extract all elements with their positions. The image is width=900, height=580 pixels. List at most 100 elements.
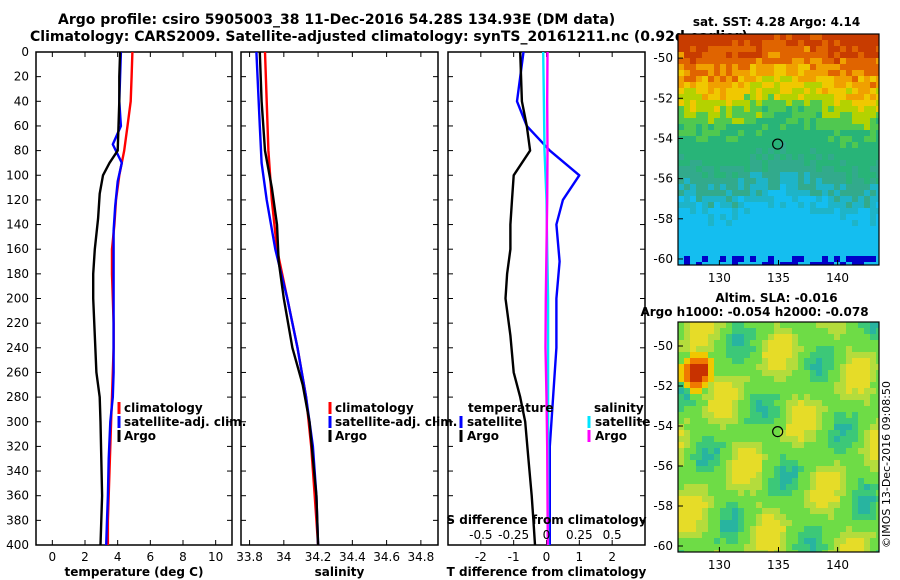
sla_map-cell bbox=[756, 502, 762, 508]
sla_map-cell bbox=[840, 376, 846, 382]
sla_map-cell bbox=[684, 532, 690, 538]
sla_map-cell bbox=[774, 520, 780, 526]
sla_map-cell bbox=[720, 388, 726, 394]
sla_map-cell bbox=[762, 424, 768, 430]
sst_map-cell bbox=[684, 202, 690, 208]
sst_map-cell bbox=[834, 226, 840, 232]
sla_map-cell bbox=[732, 508, 738, 514]
sla_map-cell bbox=[726, 508, 732, 514]
sla_map-cell bbox=[720, 460, 726, 466]
sst_map-cell bbox=[822, 220, 828, 226]
sla_map-cell bbox=[720, 322, 726, 328]
sla_map-cell bbox=[840, 388, 846, 394]
sla_map-cell bbox=[864, 346, 870, 352]
sst_map-cell bbox=[780, 262, 786, 265]
sla_map-cell bbox=[708, 388, 714, 394]
sla_map-cell bbox=[720, 520, 726, 526]
sla_map-cell bbox=[828, 340, 834, 346]
sst_map-cell bbox=[768, 244, 774, 250]
sst_map-cell bbox=[726, 124, 732, 130]
sst_map-cell bbox=[738, 172, 744, 178]
sla_map-cell bbox=[720, 478, 726, 484]
sla_map-cell bbox=[756, 478, 762, 484]
sla_map-cell bbox=[714, 430, 720, 436]
temperature-xtick-label: 6 bbox=[147, 550, 155, 564]
sla_map-cell bbox=[804, 370, 810, 376]
sla_map-cell bbox=[714, 460, 720, 466]
sst_map-cell bbox=[786, 262, 792, 265]
sst_map-cell bbox=[804, 88, 810, 94]
sla_map-cell bbox=[708, 328, 714, 334]
sla_map-cell bbox=[684, 442, 690, 448]
sst_map-cell bbox=[870, 244, 876, 250]
sla_map-cell bbox=[816, 466, 822, 472]
sla_map-cell bbox=[756, 472, 762, 478]
sst_map-cell bbox=[696, 232, 702, 238]
sst_map-cell bbox=[732, 148, 738, 154]
sst_map-cell bbox=[768, 34, 774, 40]
sla_map-cell bbox=[822, 466, 828, 472]
salinity-series-satellite-adj-clim- bbox=[255, 51, 320, 546]
sla_map-cell bbox=[822, 406, 828, 412]
sla_map-cell bbox=[678, 460, 684, 466]
sla_map-cell bbox=[720, 346, 726, 352]
sst_map-cell bbox=[678, 112, 684, 118]
sst_map-cell bbox=[846, 94, 852, 100]
sst_map-cell bbox=[822, 148, 828, 154]
sla_map-cell bbox=[714, 442, 720, 448]
sla_map-cell bbox=[744, 364, 750, 370]
sst_map-cell bbox=[876, 64, 879, 70]
sst_map-cell bbox=[834, 40, 840, 46]
sst_map-cell bbox=[756, 52, 762, 58]
sst_map-cell bbox=[864, 232, 870, 238]
sst_map-cell bbox=[876, 154, 879, 160]
sst_map-cell bbox=[780, 88, 786, 94]
sla_map-cell bbox=[792, 508, 798, 514]
sst_map-cell bbox=[750, 136, 756, 142]
sst_map-cell bbox=[828, 130, 834, 136]
sst_map-cell bbox=[822, 76, 828, 82]
sst_map-cell bbox=[858, 40, 864, 46]
sla_map-cell bbox=[804, 490, 810, 496]
sst_map-cell bbox=[696, 238, 702, 244]
sst_map-cell bbox=[822, 250, 828, 256]
sst_map-cell bbox=[810, 40, 816, 46]
sla_map-cell bbox=[870, 514, 876, 520]
sst_map-cell bbox=[738, 214, 744, 220]
sla_map-cell bbox=[816, 412, 822, 418]
sla_map-cell bbox=[792, 364, 798, 370]
sst_map-cell bbox=[816, 190, 822, 196]
sst_map-cell bbox=[870, 64, 876, 70]
sst_map-cell bbox=[684, 58, 690, 64]
sla_map-cell bbox=[798, 526, 804, 532]
figure-title-line2: Climatology: CARS2009. Satellite-adjuste… bbox=[30, 29, 748, 45]
sst_map-cell bbox=[714, 238, 720, 244]
sla_map-cell bbox=[738, 490, 744, 496]
difference-xtick-label: 2 bbox=[608, 550, 616, 564]
sla_map-cell bbox=[750, 370, 756, 376]
sla_map-cell bbox=[840, 526, 846, 532]
sst_map-cell bbox=[846, 196, 852, 202]
sst_map-cell bbox=[852, 34, 858, 40]
sst_map-cell bbox=[708, 214, 714, 220]
sst_map-cell bbox=[738, 178, 744, 184]
sst_map-cell bbox=[780, 160, 786, 166]
sst_map-cell bbox=[744, 154, 750, 160]
sst_map-cell bbox=[744, 130, 750, 136]
sla_map-cell bbox=[864, 508, 870, 514]
sst_map-cell bbox=[816, 244, 822, 250]
sla_map-cell bbox=[870, 430, 876, 436]
sla_map-cell bbox=[828, 520, 834, 526]
sla_map-cell bbox=[720, 370, 726, 376]
sst_map-cell bbox=[798, 124, 804, 130]
sla_map-cell bbox=[792, 532, 798, 538]
sla_map-cell bbox=[756, 484, 762, 490]
sla_map-cell bbox=[726, 382, 732, 388]
sst_map-cell bbox=[834, 220, 840, 226]
sst_map-cell bbox=[876, 262, 879, 265]
sst_map-cell bbox=[732, 262, 738, 265]
sla_map-cell bbox=[702, 520, 708, 526]
sst_map-cell bbox=[804, 136, 810, 142]
sst_map-cell bbox=[804, 106, 810, 112]
sla_map-cell bbox=[756, 496, 762, 502]
